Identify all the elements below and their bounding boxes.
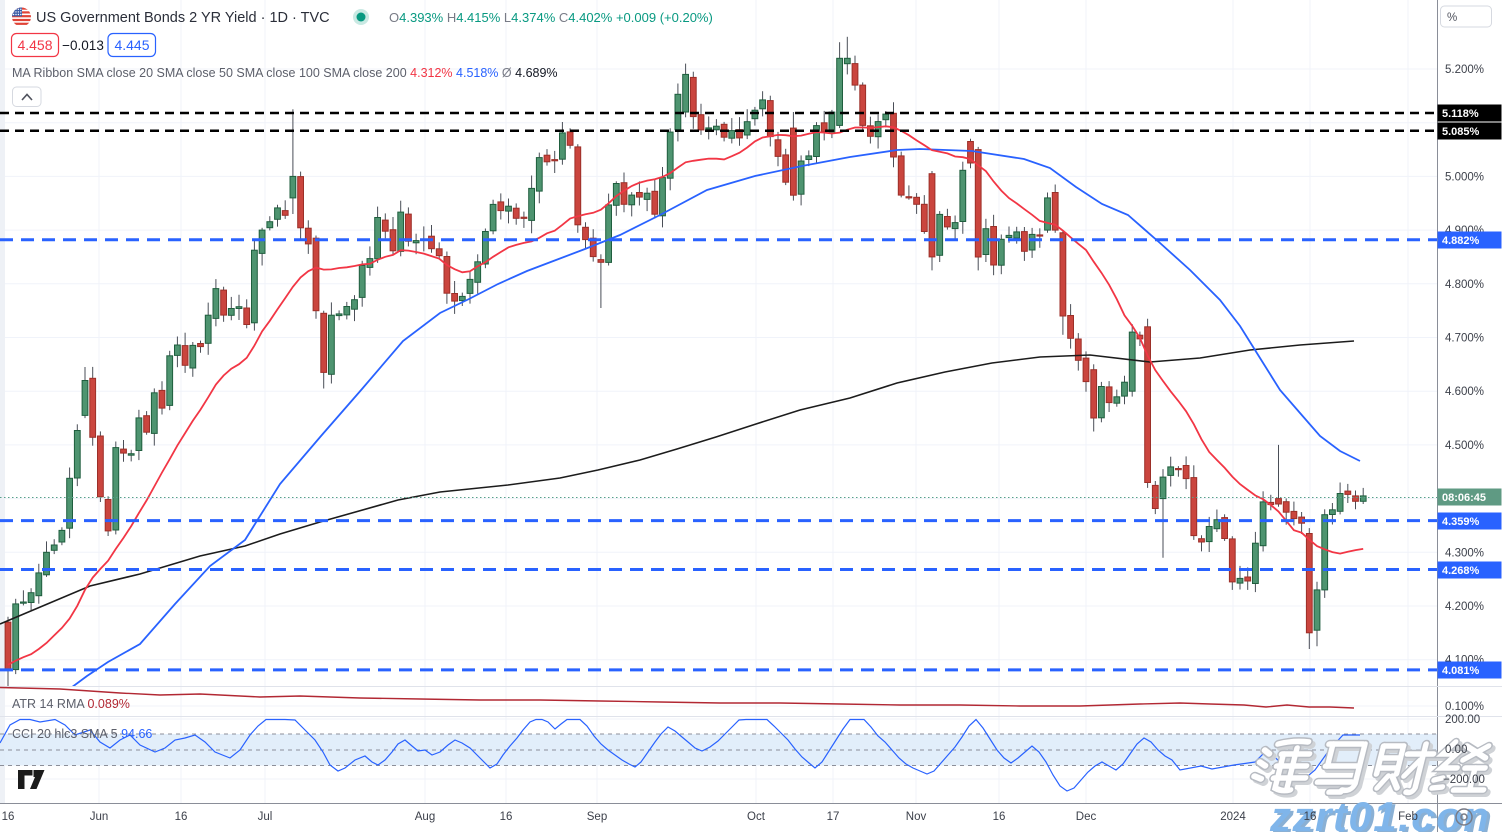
svg-text:US Government Bonds 2 YR Yield: US Government Bonds 2 YR Yield · 1D · TV… [36,10,330,26]
svg-text:4.081%: 4.081% [1442,665,1480,677]
svg-text:4.200%: 4.200% [1445,601,1484,613]
svg-text:5.200%: 5.200% [1445,64,1484,76]
svg-text:5.000%: 5.000% [1445,171,1484,183]
svg-text:Jul: Jul [258,811,273,823]
svg-text:4.300%: 4.300% [1445,547,1484,559]
svg-text:zzrt01.con: zzrt01.con [1269,793,1490,832]
svg-text:4.700%: 4.700% [1445,333,1484,345]
svg-text:Jun: Jun [90,811,109,823]
svg-text:−0.013: −0.013 [62,38,104,53]
svg-text:08:06:45: 08:06:45 [1442,492,1486,504]
svg-text:5.085%: 5.085% [1442,126,1480,138]
svg-text:Dec: Dec [1076,811,1097,823]
svg-text:4.445: 4.445 [114,37,149,53]
svg-text:0.00: 0.00 [1445,744,1467,756]
svg-text:CCI 20 hlc3 SMA 5 94.66: CCI 20 hlc3 SMA 5 94.66 [12,727,152,741]
svg-text:16: 16 [1304,811,1317,823]
svg-text:Nov: Nov [906,811,927,823]
svg-text:5.118%: 5.118% [1442,108,1479,120]
svg-text:zzrt01.con: zzrt01.con [1272,795,1493,832]
svg-text:4.268%: 4.268% [1442,565,1480,577]
svg-text:Sep: Sep [587,811,607,823]
svg-text:Aug: Aug [415,811,435,823]
svg-text:4.882%: 4.882% [1442,235,1480,247]
svg-text:16: 16 [993,811,1006,823]
svg-text:4.600%: 4.600% [1445,386,1484,398]
svg-text:%: % [1447,12,1457,24]
svg-text:17: 17 [827,811,840,823]
svg-text:200.00: 200.00 [1445,714,1480,726]
svg-text:4.800%: 4.800% [1445,279,1484,291]
svg-text:16: 16 [175,811,188,823]
svg-text:4.359%: 4.359% [1442,516,1480,528]
svg-text:2024: 2024 [1220,811,1246,823]
svg-text:MA Ribbon SMA close 20 SMA clo: MA Ribbon SMA close 20 SMA close 50 SMA … [12,66,558,80]
svg-text:O4.393% H4.415% L4.374% C4.402: O4.393% H4.415% L4.374% C4.402% +0.009 (… [389,10,713,25]
svg-text:16: 16 [2,811,15,823]
svg-text:4.458: 4.458 [17,37,52,53]
svg-text:Oct: Oct [747,811,766,823]
svg-text:Feb: Feb [1398,811,1418,823]
svg-text:ATR 14 RMA 0.089%: ATR 14 RMA 0.089% [12,697,130,711]
svg-text:−200.00: −200.00 [1443,774,1485,786]
svg-text:4.500%: 4.500% [1445,440,1484,452]
svg-text:0.100%: 0.100% [1445,701,1484,713]
svg-text:16: 16 [500,811,513,823]
